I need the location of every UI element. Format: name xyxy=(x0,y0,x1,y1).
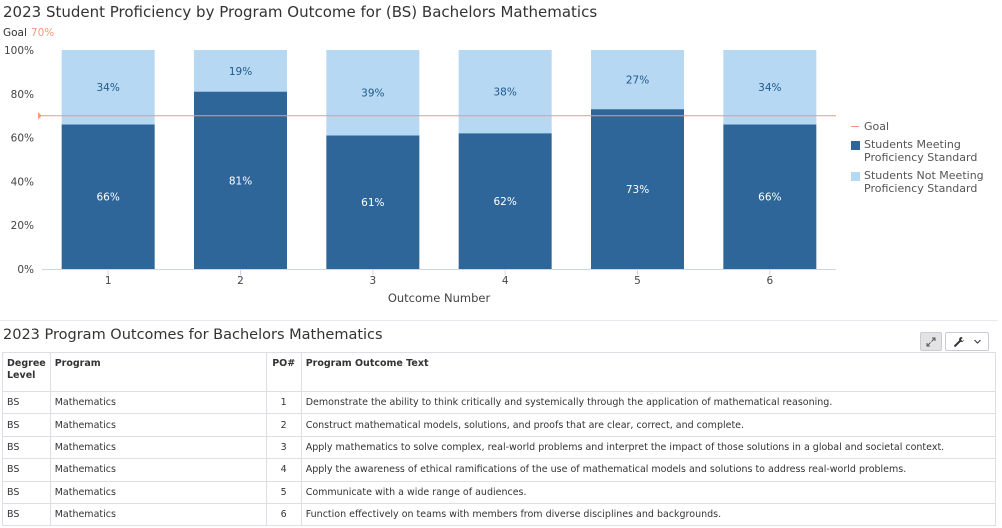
bar-not-meeting xyxy=(723,50,817,125)
table-row: BS Mathematics 1 Demonstrate the ability to… xyxy=(2,390,997,415)
cell-degree-level: BS xyxy=(2,480,51,504)
cell-po-number: 4 xyxy=(265,458,302,482)
bar-not-meeting xyxy=(61,50,155,125)
header-degree-level[interactable]: Degree Level xyxy=(2,352,51,392)
bar-not-meeting xyxy=(458,50,552,134)
goal-caption-value: 70% xyxy=(30,27,55,39)
data-label-not-meeting: 34% xyxy=(96,82,119,94)
legend-not-meeting-label: Students Not Meeting Proficiency Standar… xyxy=(864,168,984,196)
cell-degree-level: BS xyxy=(2,390,51,415)
bar-meeting xyxy=(723,124,817,270)
y-tick-label: 0% xyxy=(17,264,34,276)
legend-item-goal[interactable]: Goal xyxy=(851,120,1002,134)
y-tick-label: 20% xyxy=(11,220,34,232)
bar-not-meeting xyxy=(326,50,420,136)
data-label-meeting: 66% xyxy=(96,192,119,204)
cell-outcome-text: Communicate with a wide range of audienc… xyxy=(300,480,997,504)
outcomes-table-panel: 2023 Program Outcomes for Bachelors Math… xyxy=(0,320,998,528)
data-label-not-meeting: 39% xyxy=(361,88,384,100)
cell-program: Mathematics xyxy=(49,458,267,482)
cell-outcome-text: Apply the awareness of ethical ramificat… xyxy=(300,458,997,482)
header-outcome-text[interactable]: Program Outcome Text xyxy=(300,352,997,392)
x-tick-label: 4 xyxy=(502,275,509,287)
table-row: BS Mathematics 4 Apply the awareness of eth… xyxy=(2,458,997,482)
legend-meeting-label: Students Meeting Proficiency Standard xyxy=(864,137,978,165)
cell-program: Mathematics xyxy=(49,390,267,415)
table-row: BS Mathematics 5 Communicate with a wide ra… xyxy=(2,480,997,504)
cell-program: Mathematics xyxy=(49,480,267,504)
cell-degree-level: BS xyxy=(2,413,51,437)
tools-dropdown-button[interactable] xyxy=(945,332,989,351)
chart-title: 2023 Student Proficiency by Program Outc… xyxy=(3,3,598,21)
legend-item-meeting[interactable]: Students Meeting Proficiency Standard xyxy=(851,138,1002,165)
table-row: BS Mathematics 3 Apply mathematics to solve… xyxy=(2,435,997,460)
y-tick-label: 100% xyxy=(4,45,34,57)
legend-meeting-swatch xyxy=(851,140,860,150)
y-axis: 0% 20% 40% 60% 80% 100% xyxy=(4,45,34,276)
bar-meeting xyxy=(61,124,155,270)
cell-outcome-text: Demonstrate the ability to think critica… xyxy=(300,390,997,415)
table-row: BS Mathematics 6 Function effectively on te… xyxy=(2,502,997,527)
legend-item-not-meeting[interactable]: Students Not Meeting Proficiency Standar… xyxy=(851,169,1002,196)
legend-not-meeting-swatch xyxy=(851,171,860,181)
data-label-not-meeting: 27% xyxy=(626,75,649,87)
chart-legend: Goal Students Meeting Proficiency Standa… xyxy=(851,120,1002,200)
x-tick-label: 6 xyxy=(766,275,773,287)
legend-goal-swatch xyxy=(851,126,859,127)
cell-degree-level: BS xyxy=(2,502,51,527)
cell-outcome-text: Function effectively on teams with membe… xyxy=(300,502,997,527)
cell-po-number: 6 xyxy=(265,502,302,527)
proficiency-bar-chart: 0% 20% 40% 60% 80% 100% 66% 34% 81% 19% 61% 39% 62%… xyxy=(4,45,836,305)
cell-po-number: 3 xyxy=(265,435,302,460)
data-label-meeting: 66% xyxy=(758,192,781,204)
header-po-number[interactable]: PO# xyxy=(265,352,302,392)
outcomes-table: Degree Level Program PO# Program Outcome… xyxy=(2,352,997,527)
cell-program: Mathematics xyxy=(49,435,267,460)
cell-po-number: 1 xyxy=(265,390,302,415)
table-header-row: Degree Level Program PO# Program Outcome… xyxy=(2,352,997,392)
cell-outcome-text: Construct mathematical models, solutions… xyxy=(300,413,997,437)
data-label-meeting: 73% xyxy=(626,184,649,196)
data-label-meeting: 81% xyxy=(229,175,252,187)
expand-button[interactable] xyxy=(920,332,942,351)
goal-caption-label: Goal xyxy=(3,27,27,39)
data-label-not-meeting: 34% xyxy=(758,82,781,94)
header-program[interactable]: Program xyxy=(49,352,267,392)
goal-marker xyxy=(38,112,42,120)
bar-meeting xyxy=(194,91,287,269)
table-row: BS Mathematics 2 Construct mathematical mod… xyxy=(2,413,997,437)
chevron-down-icon xyxy=(973,339,981,344)
bar-meeting xyxy=(458,133,552,269)
cell-program: Mathematics xyxy=(49,413,267,437)
cell-degree-level: BS xyxy=(2,458,51,482)
bar-not-meeting xyxy=(591,50,684,110)
y-tick-label: 40% xyxy=(11,176,34,188)
data-label-meeting: 61% xyxy=(361,197,384,209)
x-axis-title: Outcome Number xyxy=(388,291,491,305)
expand-icon xyxy=(926,337,936,346)
cell-po-number: 2 xyxy=(265,413,302,437)
bar-meeting xyxy=(326,135,420,269)
legend-goal-label: Goal xyxy=(864,120,890,133)
data-label-meeting: 62% xyxy=(493,196,516,208)
x-tick-label: 1 xyxy=(105,275,112,287)
table-title: 2023 Program Outcomes for Bachelors Math… xyxy=(3,327,383,343)
data-label-not-meeting: 38% xyxy=(493,87,516,99)
bar-not-meeting xyxy=(194,50,287,92)
bar-series: 66% 34% 81% 19% 61% 39% 62% 38% 73% 27% 66% 34% xyxy=(61,50,817,270)
data-label-not-meeting: 19% xyxy=(229,66,252,78)
bar-meeting xyxy=(591,109,684,269)
cell-outcome-text: Apply mathematics to solve complex, real… xyxy=(300,435,997,460)
x-tick-label: 3 xyxy=(369,275,376,287)
wrench-icon xyxy=(953,336,964,347)
cell-degree-level: BS xyxy=(2,435,51,460)
x-axis: 1 2 3 4 5 6 xyxy=(42,269,836,287)
cell-po-number: 5 xyxy=(265,480,302,504)
goal-caption: Goal 70% xyxy=(3,27,54,39)
cell-program: Mathematics xyxy=(49,502,267,527)
x-tick-label: 5 xyxy=(634,275,641,287)
x-tick-label: 2 xyxy=(237,275,244,287)
y-tick-label: 80% xyxy=(11,89,34,101)
y-tick-label: 60% xyxy=(11,133,34,145)
